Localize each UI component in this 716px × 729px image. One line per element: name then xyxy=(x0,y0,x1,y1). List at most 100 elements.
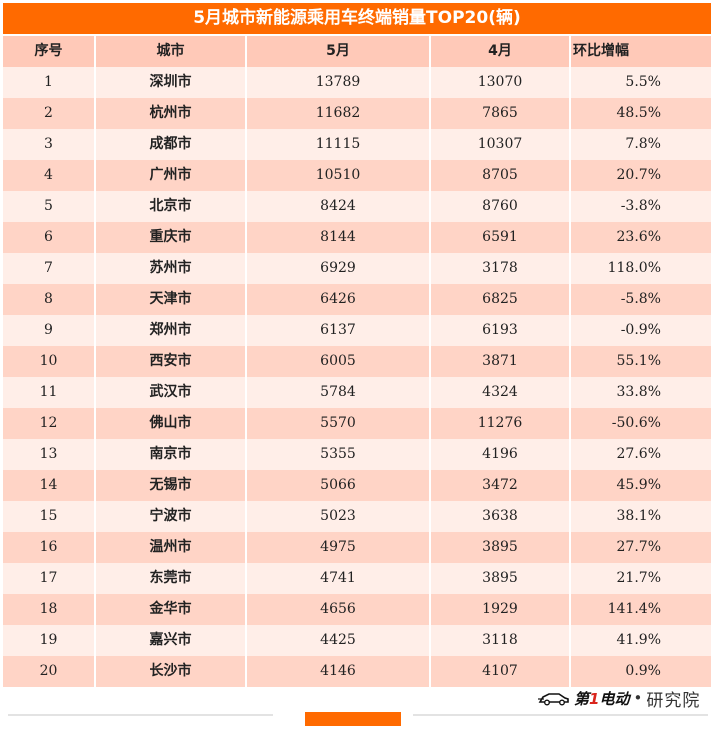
table-row: 19 嘉兴市 4425 3118 41.9% xyxy=(3,625,711,656)
cell-may: 4975 xyxy=(247,532,431,563)
cell-rank: 9 xyxy=(3,315,96,346)
cell-may: 11682 xyxy=(247,98,431,129)
cell-city: 嘉兴市 xyxy=(96,625,247,656)
cell-may: 5066 xyxy=(247,470,431,501)
cell-april: 6591 xyxy=(431,222,571,253)
cell-change: -5.8% xyxy=(620,291,661,307)
table-title: 5月城市新能源乘用车终端销量TOP20(辆) xyxy=(3,3,711,34)
table-row: 5 北京市 8424 8760 -3.8% xyxy=(3,191,711,222)
cell-april: 4324 xyxy=(431,377,571,408)
header-rank: 序号 xyxy=(3,36,96,67)
cell-change: 5.5% xyxy=(625,74,661,90)
cell-april: 10307 xyxy=(431,129,571,160)
cell-city: 宁波市 xyxy=(96,501,247,532)
cell-rank: 3 xyxy=(3,129,96,160)
cell-city: 东莞市 xyxy=(96,563,247,594)
cell-rank: 12 xyxy=(3,408,96,439)
table-row: 11 武汉市 5784 4324 33.8% xyxy=(3,377,711,408)
cell-rank: 2 xyxy=(3,98,96,129)
cell-change: -50.6% xyxy=(611,415,661,431)
cell-rank: 7 xyxy=(3,253,96,284)
cell-change: 141.4% xyxy=(607,601,661,617)
cell-rank: 11 xyxy=(3,377,96,408)
cell-city: 深圳市 xyxy=(96,67,247,98)
header-may: 5月 xyxy=(247,36,431,67)
cell-may: 6137 xyxy=(247,315,431,346)
cell-change: 27.6% xyxy=(616,446,661,462)
car-icon xyxy=(538,693,569,706)
brand-name-part: 电动 xyxy=(599,689,630,708)
cell-rank: 6 xyxy=(3,222,96,253)
cell-change: 27.7% xyxy=(616,539,661,555)
cell-city: 郑州市 xyxy=(96,315,247,346)
cell-may: 6426 xyxy=(247,284,431,315)
table-row: 13 南京市 5355 4196 27.6% xyxy=(3,439,711,470)
table-row: 9 郑州市 6137 6193 -0.9% xyxy=(3,315,711,346)
table-row: 3 成都市 11115 10307 7.8% xyxy=(3,129,711,160)
cell-april: 11276 xyxy=(431,408,571,439)
cell-city: 杭州市 xyxy=(96,98,247,129)
table-header-row: 序号 城市 5月 4月 环比增幅 xyxy=(3,36,711,67)
footer-divider-right xyxy=(413,714,708,716)
header-change: 环比增幅 xyxy=(573,43,629,59)
cell-change: 48.5% xyxy=(616,105,661,121)
brand-subtitle: 研究院 xyxy=(646,690,701,711)
table-row: 10 西安市 6005 3871 55.1% xyxy=(3,346,711,377)
footer-divider-left xyxy=(8,714,273,716)
table-row: 20 长沙市 4146 4107 0.9% xyxy=(3,656,711,687)
brand-name-part: 第 xyxy=(574,689,590,708)
cell-change: 45.9% xyxy=(616,477,661,493)
brand-separator: • xyxy=(633,689,643,707)
cell-city: 温州市 xyxy=(96,532,247,563)
cell-change: 41.9% xyxy=(616,632,661,648)
cell-rank: 1 xyxy=(3,67,96,98)
cell-may: 6929 xyxy=(247,253,431,284)
table-row: 4 广州市 10510 8705 20.7% xyxy=(3,160,711,191)
cell-may: 4656 xyxy=(247,594,431,625)
cell-april: 8705 xyxy=(431,160,571,191)
cell-april: 3178 xyxy=(431,253,571,284)
cell-rank: 15 xyxy=(3,501,96,532)
cell-change: -0.9% xyxy=(620,322,661,338)
cell-april: 3472 xyxy=(431,470,571,501)
cell-city: 广州市 xyxy=(96,160,247,191)
cell-city: 武汉市 xyxy=(96,377,247,408)
cell-rank: 5 xyxy=(3,191,96,222)
header-city: 城市 xyxy=(96,36,247,67)
cell-may: 8144 xyxy=(247,222,431,253)
cell-city: 西安市 xyxy=(96,346,247,377)
cell-april: 6193 xyxy=(431,315,571,346)
table-row: 17 东莞市 4741 3895 21.7% xyxy=(3,563,711,594)
cell-april: 3638 xyxy=(431,501,571,532)
cell-april: 4196 xyxy=(431,439,571,470)
cell-may: 4741 xyxy=(247,563,431,594)
cell-april: 1929 xyxy=(431,594,571,625)
cell-rank: 8 xyxy=(3,284,96,315)
cell-rank: 10 xyxy=(3,346,96,377)
cell-may: 5570 xyxy=(247,408,431,439)
cell-city: 苏州市 xyxy=(96,253,247,284)
cell-change: 23.6% xyxy=(616,229,661,245)
cell-may: 5355 xyxy=(247,439,431,470)
cell-april: 4107 xyxy=(431,656,571,687)
cell-rank: 14 xyxy=(3,470,96,501)
brand-name: 第1电动 xyxy=(574,688,629,709)
cell-may: 6005 xyxy=(247,346,431,377)
table-row: 1 深圳市 13789 13070 5.5% xyxy=(3,67,711,98)
cell-change: 118.0% xyxy=(607,260,661,276)
cell-april: 3895 xyxy=(431,563,571,594)
cell-rank: 13 xyxy=(3,439,96,470)
cell-april: 8760 xyxy=(431,191,571,222)
cell-change: 7.8% xyxy=(625,136,661,152)
table-row: 7 苏州市 6929 3178 118.0% xyxy=(3,253,711,284)
cell-rank: 18 xyxy=(3,594,96,625)
brand-logo: 第1电动 • 研究院 xyxy=(538,686,701,711)
cell-change: 0.9% xyxy=(625,663,661,679)
cell-april: 3871 xyxy=(431,346,571,377)
cell-change: 55.1% xyxy=(616,353,661,369)
table-row: 12 佛山市 5570 11276 -50.6% xyxy=(3,408,711,439)
cell-may: 5784 xyxy=(247,377,431,408)
cell-rank: 17 xyxy=(3,563,96,594)
cell-may: 11115 xyxy=(247,129,431,160)
cell-rank: 19 xyxy=(3,625,96,656)
